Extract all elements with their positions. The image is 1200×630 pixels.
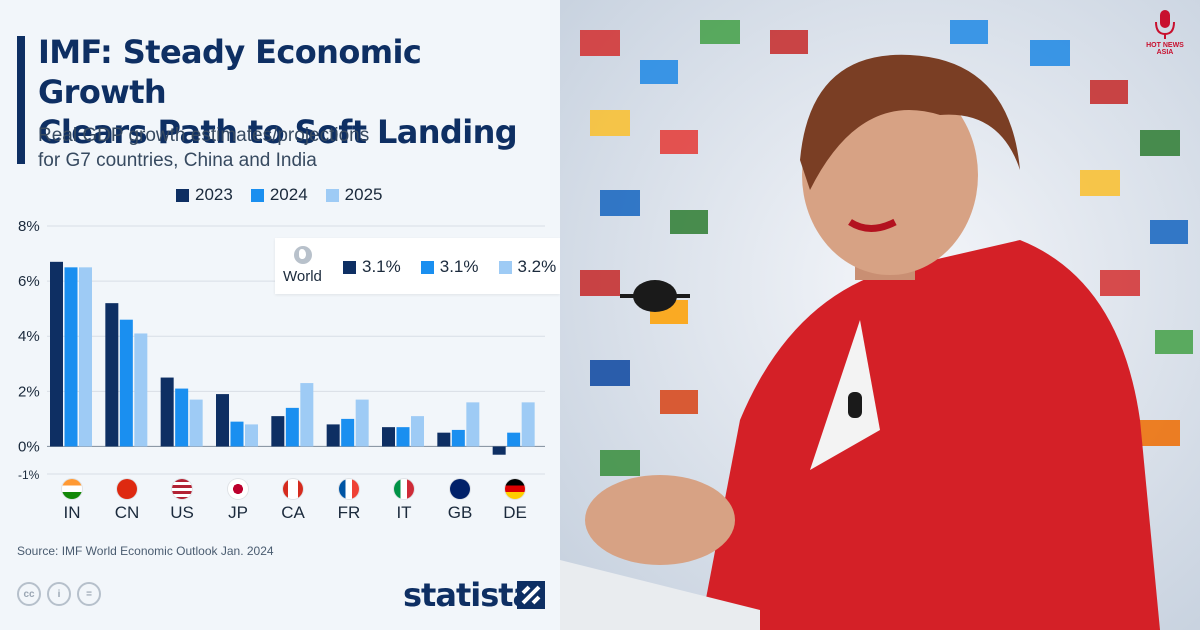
bar-fr-2023 [326, 424, 340, 447]
bar-cn-2024 [119, 319, 133, 447]
y-tick-label: 0% [18, 438, 40, 455]
country-label-us: US [170, 503, 194, 522]
legend-item-2025: 2025 [325, 185, 383, 205]
bar-us-2024 [175, 388, 189, 447]
flag-india-icon [62, 479, 82, 499]
bar-ca-2024 [285, 407, 299, 447]
statista-mark-icon [517, 581, 545, 609]
chart-legend: 2023 2024 2025 [176, 184, 382, 206]
flag-japan-icon [228, 479, 248, 499]
legend-item-2023: 2023 [176, 185, 233, 205]
cc-icon[interactable]: cc [17, 582, 41, 606]
bar-ca-2025 [300, 383, 314, 447]
flag-france-icon [339, 479, 359, 499]
title-line-1: IMF: Steady Economic Growth [38, 33, 422, 111]
world-swatch-2023 [343, 260, 356, 274]
world-value-2025-text: 3.2% [517, 257, 557, 276]
bar-jp-2023 [216, 394, 229, 447]
bar-us-2025 [189, 399, 203, 447]
bar-it-2025 [411, 416, 424, 447]
y-tick-label: 8% [18, 218, 40, 235]
y-tick-label: -1% [18, 468, 40, 482]
bar-it-2024 [396, 427, 410, 447]
bar-fr-2025 [355, 399, 369, 447]
bar-in-2023 [50, 261, 63, 447]
country-label-it: IT [396, 503, 412, 522]
chart-title: IMF: Steady Economic Growth Clears Path … [38, 32, 548, 152]
world-swatch-2025 [498, 260, 512, 274]
flag-germany-icon [505, 479, 525, 499]
title-accent-bar [17, 36, 25, 164]
legend-swatch-2023 [176, 188, 189, 202]
chart-subtitle: Real GDP growth estimates/projections fo… [38, 123, 538, 173]
statista-logo[interactable]: statista [403, 576, 534, 614]
world-value-2023-text: 3.1% [362, 257, 401, 276]
speaker-photo-illustration [560, 0, 1200, 630]
country-label-jp: JP [228, 503, 248, 522]
bar-fr-2024 [341, 418, 355, 447]
flag-china-icon [117, 479, 137, 499]
country-label-de: DE [503, 503, 527, 522]
bar-in-2025 [79, 267, 92, 447]
legend-swatch-2024 [250, 188, 264, 202]
bar-gb-2023 [437, 432, 451, 447]
bar-cn-2023 [105, 303, 119, 447]
person-icon[interactable]: i [47, 582, 71, 606]
world-swatch-2024 [420, 260, 434, 274]
world-value-2024-text: 3.1% [439, 257, 479, 276]
license-icons: cc i = [17, 582, 101, 606]
hot-news-asia-text: HOT NEWS ASIA [1146, 42, 1184, 56]
bar-de-2023 [492, 446, 506, 455]
legend-label-2025: 2025 [344, 185, 383, 204]
bar-chart: 8% 6% 4% 2% 0% -1% [18, 218, 545, 482]
country-label-in: IN [63, 503, 81, 522]
bar-us-2023 [160, 377, 174, 447]
bar-de-2025 [521, 402, 535, 447]
legend-swatch-2025 [325, 188, 339, 202]
bar-cn-2025 [134, 333, 148, 447]
bar-gb-2025 [466, 402, 480, 447]
legend-label-2024: 2024 [269, 185, 308, 204]
speaker-photo: HOT NEWS ASIA [560, 0, 1200, 630]
title-line-2: Clears Path to Soft Landing [38, 113, 518, 151]
y-tick-label: 4% [18, 328, 40, 345]
bar-jp-2024 [230, 421, 244, 447]
bar-de-2024 [507, 432, 521, 447]
legend-label-2023: 2023 [195, 185, 233, 204]
subtitle-line-2: for G7 countries, China and India [38, 150, 317, 171]
flag-italy-icon [394, 479, 414, 499]
flag-canada-icon [283, 479, 303, 499]
country-label-fr: FR [337, 503, 361, 522]
country-label-gb: GB [447, 503, 473, 522]
world-summary-box: World 3.1% 3.1% 3.2% [275, 238, 560, 294]
subtitle-line-1: Real GDP growth estimates/projections [38, 125, 370, 146]
bar-ca-2023 [271, 416, 285, 447]
equals-icon[interactable]: = [77, 582, 101, 606]
country-label-cn: CN [114, 503, 140, 522]
globe-icon [294, 246, 312, 264]
bar-jp-2025 [245, 424, 258, 447]
flag-uk-icon [450, 479, 470, 499]
world-value-2023: 3.1% [343, 257, 401, 277]
world-label: World [283, 268, 322, 285]
legend-item-2024: 2024 [250, 185, 308, 205]
bar-gb-2024 [451, 429, 465, 447]
flag-usa-icon [172, 479, 192, 499]
source-note: Source: IMF World Economic Outlook Jan. … [17, 544, 274, 558]
y-tick-label: 2% [18, 383, 40, 400]
world-values: 3.1% 3.1% 3.2% [343, 257, 556, 277]
world-value-2025: 3.2% [498, 257, 557, 277]
bar-in-2024 [64, 267, 78, 447]
y-tick-label: 6% [18, 273, 40, 290]
bar-it-2023 [382, 427, 395, 447]
world-value-2024: 3.1% [420, 257, 479, 277]
hot-news-asia-logo[interactable]: HOT NEWS ASIA [1140, 8, 1190, 56]
country-label-ca: CA [281, 503, 305, 522]
microphone-icon [1155, 10, 1175, 39]
infographic-card: IMF: Steady Economic Growth Clears Path … [0, 0, 560, 630]
